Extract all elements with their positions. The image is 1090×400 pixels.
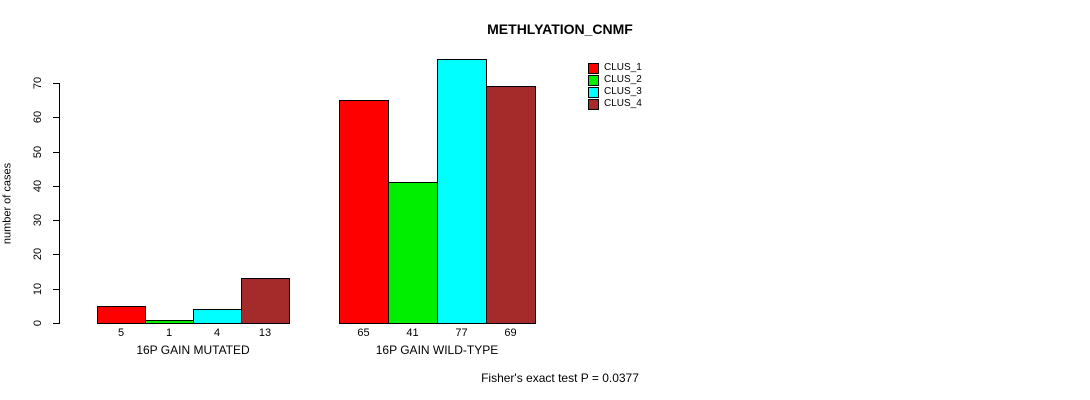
legend-label: CLUS_3 [604,86,642,97]
bar-value-label: 13 [258,327,272,339]
y-tick-label: 0 [32,319,44,327]
bar-value-label: 69 [504,327,517,339]
legend-label: CLUS_4 [604,98,642,109]
bar-value-label: 5 [117,327,125,339]
legend: CLUS_1 CLUS_2 CLUS_3 CLUS_4 [588,62,642,110]
fisher-test-note: Fisher's exact test P = 0.0377 [481,371,639,385]
y-tick-label: 20 [32,248,44,261]
y-tick-mark [53,220,59,222]
y-tick-label: 50 [32,145,44,158]
bar-value-label: 1 [165,327,173,339]
bar-clus_2-group2 [388,182,438,324]
chart-title: METHLYATION_CNMF [487,21,633,37]
bar-clus_3-group1 [193,309,242,324]
bar-clus_4-group1 [241,278,290,324]
y-tick-mark [53,323,59,324]
y-tick-mark [53,83,59,84]
bar-value-label: 41 [406,327,419,339]
bar-value-label: 77 [455,327,468,339]
bar-value-label: 4 [213,327,221,339]
legend-row: CLUS_1 [588,62,642,74]
legend-row: CLUS_4 [588,98,642,110]
legend-swatch-clus_3 [588,86,599,98]
y-axis-title: number of cases [1,162,14,245]
y-tick-mark [53,117,59,119]
y-tick-mark [53,288,59,290]
y-tick-mark [53,151,59,153]
bar-clus_1-group2 [339,100,389,324]
y-axis-line [59,83,60,324]
legend-swatch-clus_2 [588,74,599,86]
y-tick-label: 70 [32,76,44,90]
y-tick-mark [53,185,59,187]
bar-value-label: 65 [357,327,370,339]
y-tick-label: 40 [32,179,44,192]
legend-swatch-clus_1 [588,62,599,74]
legend-row: CLUS_2 [588,74,642,86]
y-tick-label: 10 [32,282,44,295]
bar-clus_1-group1 [97,305,146,324]
group-label-1: 16P GAIN MUTATED [136,343,250,357]
bar-clus_2-group1 [145,319,194,324]
bar-clus_4-group2 [486,86,536,324]
legend-swatch-clus_4 [588,98,599,110]
y-tick-mark [53,254,59,256]
y-tick-label: 60 [32,111,44,124]
bar-clus_3-group2 [437,59,487,324]
legend-label: CLUS_2 [604,74,642,85]
group-label-2: 16P GAIN WILD-TYPE [375,343,499,357]
legend-row: CLUS_3 [588,86,642,98]
legend-label: CLUS_1 [604,62,642,73]
y-tick-label: 30 [32,214,44,227]
